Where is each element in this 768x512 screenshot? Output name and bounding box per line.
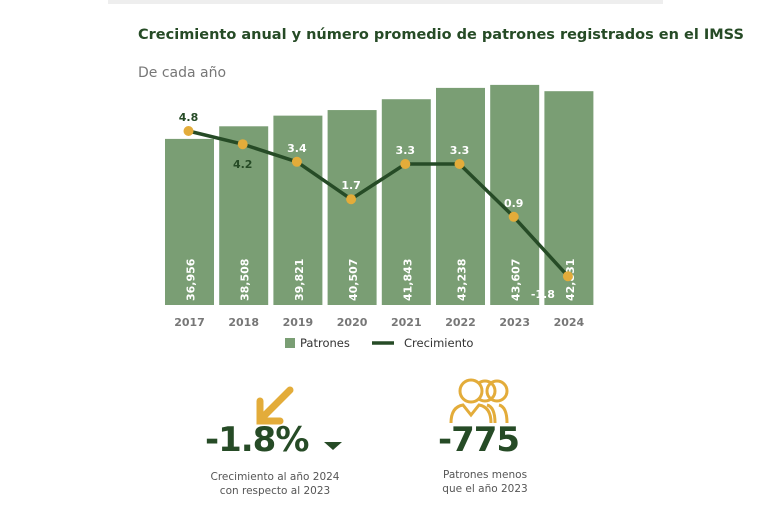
x-tick-label: 2020 [337,316,368,329]
bar-2018 [219,126,269,305]
x-tick-label: 2017 [174,316,205,329]
kpi-growth-value: -1.8% [205,420,309,460]
legend-patrones-swatch [285,338,295,348]
chart-subtitle: De cada año [138,65,227,81]
bar-2021 [381,99,431,305]
kpi-growth-caption: Crecimiento al año 2024 con respecto al 2… [210,471,340,497]
growth-line [188,129,570,278]
bar-2020 [327,110,377,305]
x-tick-label: 2019 [283,316,314,329]
chart-title: Crecimiento anual y número promedio de p… [138,27,744,43]
growth-point [508,211,519,222]
growth-label: 3.3 [396,144,416,157]
triangle-down-icon [324,442,342,450]
bar-label: 43,238 [456,259,469,301]
bar-2019 [273,115,323,305]
kpi-patrones-value: -775 [438,420,520,460]
growth-label: -1.8 [531,288,555,301]
x-tick-label: 2022 [445,316,476,329]
legend-patrones-label: Patrones [300,336,350,350]
growth-label: 4.2 [233,158,253,171]
x-tick-label: 2021 [391,316,422,329]
bar-label: 36,956 [185,258,198,301]
bar-2023 [490,84,540,305]
bar-2017 [165,138,214,305]
bar-2022 [436,87,485,305]
growth-label: 3.4 [287,142,307,155]
bar-label: 43,607 [510,259,523,301]
bar-2024 [544,91,594,305]
growth-label: 0.9 [504,197,524,210]
growth-label: 1.7 [341,179,361,192]
bar-label: 40,507 [347,259,360,301]
arrow-down-left-icon [256,386,294,425]
growth-point [237,139,248,150]
kpi-patrones-caption: Patrones menos que el año 2023 [442,469,528,495]
top-bar [108,0,663,4]
bar-label: 38,508 [239,259,252,301]
growth-label: 3.3 [450,144,470,157]
legend-crecimiento-label: Crecimiento [404,336,473,350]
bar-label: 39,821 [293,259,306,301]
people-icon [449,378,509,424]
x-tick-label: 2018 [228,316,259,329]
growth-point [346,194,357,205]
growth-point [562,271,573,282]
x-tick-label: 2023 [499,316,530,329]
growth-point [291,156,302,167]
growth-label: 4.8 [179,111,199,124]
bar-label: 41,843 [401,259,414,301]
growth-point [400,159,411,169]
growth-point [454,159,465,169]
x-tick-label: 2024 [554,316,585,329]
growth-point [183,126,194,136]
